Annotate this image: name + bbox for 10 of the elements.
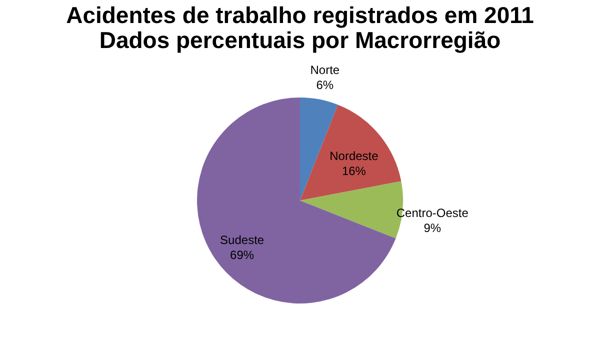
data-label: 16%	[342, 164, 366, 178]
data-label: 9%	[424, 221, 442, 236]
slice-label: Nordeste	[330, 148, 379, 163]
pie-slice	[197, 98, 396, 304]
pie-slice	[300, 104, 402, 200]
data-label: 69%	[230, 248, 254, 262]
chart-title: Acidentes de trabalho registrados em 2011 Dados percentuais por Macrorregião	[66, 2, 534, 53]
slice-label: Norte	[310, 62, 340, 77]
slice-label: Sudeste	[220, 232, 264, 247]
data-label: 6%	[316, 78, 334, 92]
